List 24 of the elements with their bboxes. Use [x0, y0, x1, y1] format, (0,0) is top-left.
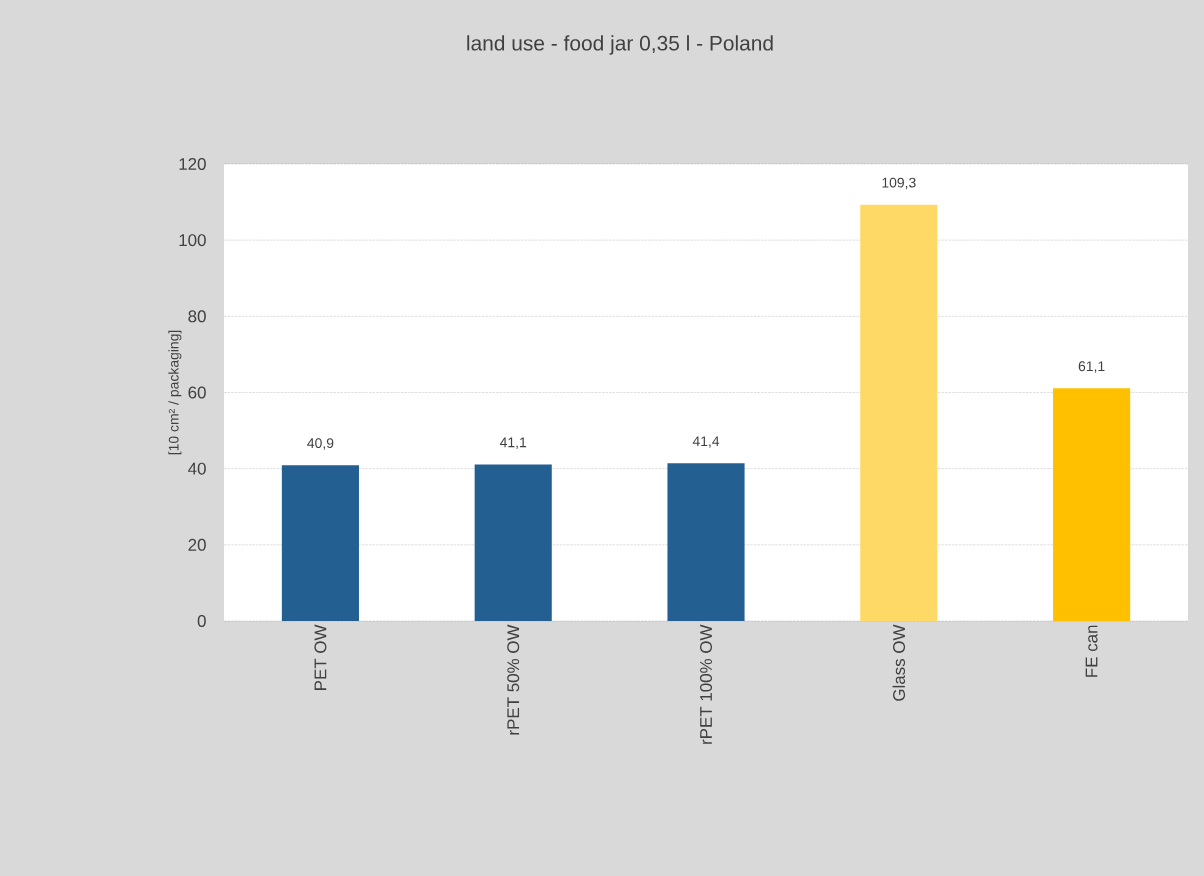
chart-title: land use - food jar 0,35 l - Poland — [467, 35, 773, 55]
bar — [1053, 388, 1131, 621]
y-axis-title: [10 cm² / packaging] — [168, 330, 182, 455]
bar — [474, 464, 552, 621]
bar — [281, 465, 359, 621]
y-tick-label: 40 — [188, 462, 206, 475]
bar — [860, 204, 938, 621]
y-tick-label: 0 — [197, 614, 206, 627]
data-label: 41,4 — [692, 436, 720, 448]
y-tick-label: 100 — [179, 234, 206, 247]
x-tick-label: rPET 50% OW — [507, 624, 520, 735]
x-tick-label: FE can — [1085, 625, 1098, 677]
data-label: 41,1 — [499, 437, 527, 449]
y-tick-label: 80 — [188, 310, 206, 323]
data-label: 109,3 — [882, 177, 916, 190]
y-tick-label: 20 — [188, 538, 206, 551]
bar — [667, 463, 745, 621]
data-label: 40,9 — [307, 438, 334, 450]
y-tick-label: 60 — [188, 386, 206, 399]
data-label: 61,1 — [1078, 361, 1105, 373]
x-tick-label: PET OW — [314, 624, 327, 690]
x-tick-label: rPET 100% OW — [700, 624, 713, 744]
x-tick-label: Glass OW — [892, 624, 906, 701]
y-tick-label: 120 — [179, 157, 206, 170]
